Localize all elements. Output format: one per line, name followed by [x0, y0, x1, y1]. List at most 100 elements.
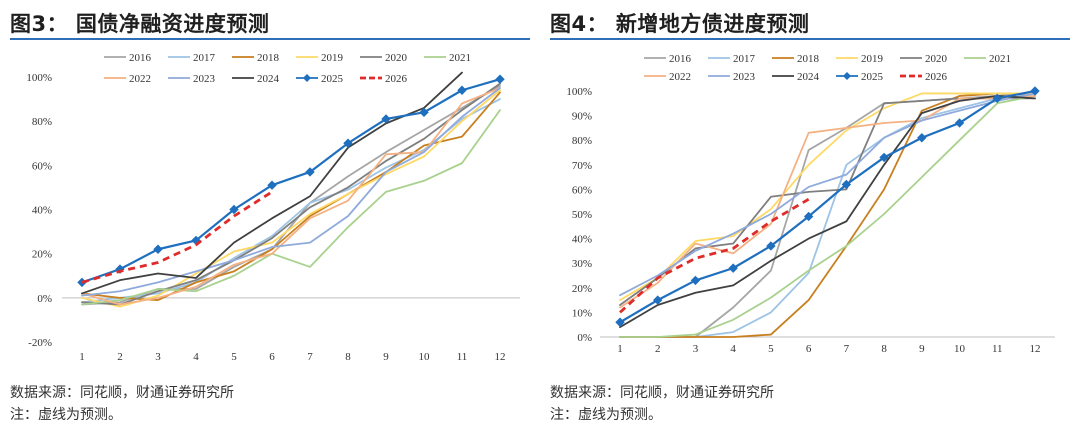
- legend-label-2025: 2025: [321, 73, 344, 85]
- legend-label-2025: 2025: [861, 71, 884, 83]
- y-tick-label: 20%: [32, 249, 52, 261]
- y-tick-label: 0%: [577, 332, 592, 344]
- series-line-2026: [81, 190, 273, 284]
- series-marker-2025: [615, 317, 625, 327]
- legend-label-2016: 2016: [129, 52, 152, 64]
- series-marker-2025: [153, 244, 163, 254]
- series-marker-2025: [495, 74, 505, 84]
- legend-label-2020: 2020: [385, 52, 408, 64]
- legend-label-2024: 2024: [797, 71, 820, 83]
- x-tick-label: 7: [307, 351, 313, 363]
- title-rule: [550, 38, 1070, 40]
- y-tick-label: 30%: [572, 258, 592, 270]
- series-marker-2025: [305, 167, 315, 177]
- chart-title: 图3： 国债净融资进度预测: [10, 12, 270, 36]
- series-marker-2025: [419, 107, 429, 118]
- legend-label-2019: 2019: [861, 53, 884, 65]
- source-note: 数据来源：同花顺，财通证券研究所: [550, 385, 774, 401]
- forecast-note: 注：虚线为预测。: [10, 407, 122, 423]
- left-chart-panel: 图3： 国债净融资进度预测 -20% 0% 20% 40% 60% 80% 100% 1 2 3 4…: [10, 0, 540, 429]
- legend-label-2022: 2022: [129, 73, 151, 85]
- series-line-2026: [619, 198, 810, 314]
- series-marker-2025: [841, 179, 852, 190]
- legend-label-2019: 2019: [321, 52, 344, 64]
- x-tick-label: 11: [457, 351, 468, 363]
- x-tick-label: 10: [954, 343, 966, 355]
- legend-label-2023: 2023: [193, 73, 216, 85]
- legend-label-2017: 2017: [193, 52, 216, 64]
- x-tick-label: 4: [730, 343, 736, 355]
- x-tick-label: 5: [231, 351, 237, 363]
- y-tick-label: 10%: [572, 307, 592, 319]
- legend-label-2024: 2024: [257, 73, 280, 85]
- y-tick-label: 50%: [572, 209, 592, 221]
- series-line-2017: [619, 95, 1036, 338]
- x-tick-label: 3: [693, 343, 699, 355]
- y-tick-label: 70%: [572, 160, 592, 172]
- series-marker-2025: [803, 211, 814, 222]
- x-tick-label: 1: [617, 343, 623, 355]
- legend-marker-2025: [843, 72, 851, 80]
- y-tick-label: 0%: [37, 293, 52, 305]
- series-line-2018: [81, 91, 501, 301]
- legend-label-2022: 2022: [669, 71, 691, 83]
- legend-label-2021: 2021: [449, 52, 471, 64]
- y-tick-label: 90%: [572, 111, 592, 123]
- series-marker-2025: [690, 275, 701, 286]
- source-note: 数据来源：同花顺，财通证券研究所: [10, 385, 234, 401]
- y-tick-label: 100%: [26, 72, 52, 84]
- x-tick-label: 8: [881, 343, 887, 355]
- series-line-2019: [81, 89, 501, 308]
- x-tick-label: 12: [1030, 343, 1041, 355]
- chart-title: 图4： 新增地方债进度预测: [550, 12, 810, 36]
- x-tick-label: 9: [919, 343, 925, 355]
- series-marker-2025: [992, 93, 1002, 104]
- x-tick-label: 8: [345, 351, 351, 363]
- x-tick-label: 10: [419, 351, 431, 363]
- legend-label-2020: 2020: [925, 53, 948, 65]
- y-tick-label: 20%: [572, 283, 592, 295]
- series-marker-2025: [343, 138, 353, 148]
- series-marker-2025: [229, 204, 239, 215]
- y-tick-label: 40%: [572, 234, 592, 246]
- y-tick-label: 40%: [32, 205, 52, 217]
- legend-label-2026: 2026: [925, 71, 948, 83]
- x-tick-label: 9: [383, 351, 389, 363]
- x-tick-label: 12: [495, 351, 506, 363]
- series-marker-2025: [457, 85, 467, 95]
- x-tick-label: 2: [117, 351, 123, 363]
- series-line-2022: [81, 87, 501, 306]
- series-marker-2025: [381, 114, 391, 124]
- legend-label-2023: 2023: [733, 71, 756, 83]
- series-marker-2025: [1030, 86, 1040, 96]
- series-marker-2025: [267, 180, 277, 190]
- x-tick-label: 3: [155, 351, 161, 363]
- series-line-2023: [619, 92, 1036, 297]
- series-line-2023: [81, 87, 501, 297]
- series-line-2025: [80, 78, 502, 284]
- forecast-note: 注：虚线为预测。: [550, 407, 662, 423]
- y-tick-label: -20%: [28, 337, 52, 349]
- legend-label-2018: 2018: [257, 52, 280, 64]
- local-bond-chart: 0%10%20%30%40%50%60%70%80%90%100%1 2 3 4 5 6 7…: [566, 53, 1055, 355]
- y-tick-label: 60%: [572, 184, 592, 196]
- series-line-2022: [619, 95, 1036, 309]
- x-tick-label: 5: [768, 343, 774, 355]
- series-marker-2025: [653, 295, 663, 305]
- series-line-2021: [81, 109, 501, 306]
- x-tick-label: 6: [806, 343, 812, 355]
- legend-label-2021: 2021: [989, 53, 1011, 65]
- series-line-2019: [619, 92, 1036, 302]
- x-tick-label: 4: [193, 351, 199, 363]
- title-rule: [10, 38, 530, 40]
- x-tick-label: 2: [655, 343, 661, 355]
- y-tick-label: 100%: [566, 86, 592, 98]
- bond-financing-chart: -20%0%20%40%60%80%100%1 2 3 4 5 6 7 8 9 10 11 12201…: [26, 52, 520, 363]
- y-tick-label: 80%: [32, 116, 52, 128]
- x-tick-label: 11: [992, 343, 1003, 355]
- x-tick-label: 6: [269, 351, 275, 363]
- series-marker-2025: [954, 118, 965, 128]
- legend-marker-2025: [303, 74, 311, 82]
- right-chart-panel: 图4： 新增地方债进度预测 0% 10% 20% 30% 40% 50% 60% 70% 80%…: [550, 0, 1080, 429]
- legend-label-2016: 2016: [669, 53, 692, 65]
